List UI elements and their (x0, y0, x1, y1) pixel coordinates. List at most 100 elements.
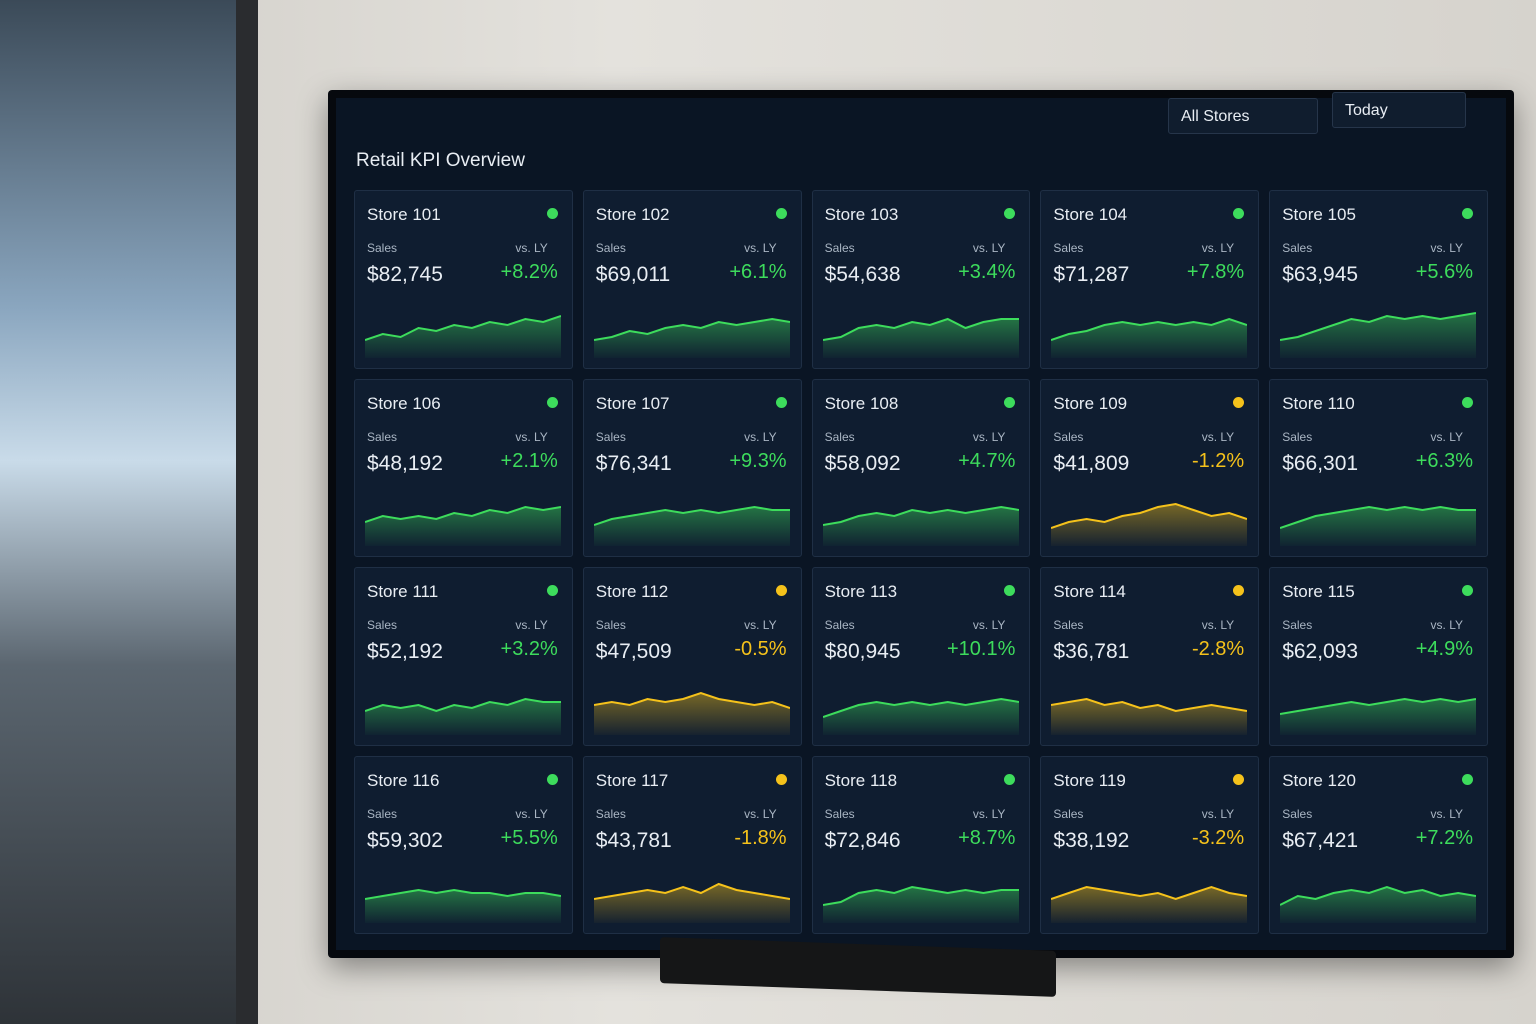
sparkline-line (822, 885, 1019, 906)
sparkline (1280, 311, 1477, 358)
change-value: +7.2% (1415, 826, 1473, 849)
store-card: Store 103 Sales vs. LY $54,638 +3.4% (811, 190, 1031, 369)
change-value: -3.2% (1191, 826, 1245, 849)
sales-value: $69,011 (595, 263, 671, 286)
sparkline-area (365, 315, 561, 358)
change-value: +2.1% (500, 449, 558, 472)
status-dot (1462, 585, 1473, 596)
sparkline-line (593, 505, 790, 526)
sales-value: $72,846 (824, 828, 901, 852)
sales-value: $41,809 (1053, 451, 1130, 475)
store-card: Store 104 Sales vs. LY $71,287 +7.8% (1040, 190, 1260, 369)
vs-label: vs. LY (515, 806, 548, 821)
status-dot (775, 396, 787, 408)
sparkline (1051, 697, 1248, 735)
store-card: Store 102 Sales vs. LY $69,011 +6.1% (582, 190, 802, 369)
sparkline (822, 505, 1019, 546)
store-name: Store 103 (824, 205, 899, 224)
sparkline-area (1280, 507, 1477, 546)
date-filter[interactable]: Today (1332, 92, 1466, 128)
store-card: Store 118 Sales vs. LY $72,846 +8.7% (811, 755, 1031, 934)
store-name: Store 102 (595, 205, 670, 224)
vs-label: vs. LY (744, 429, 777, 444)
vs-label: vs. LY (515, 618, 548, 632)
vs-label: vs. LY (1430, 618, 1463, 632)
change-value: -0.5% (734, 638, 787, 660)
glass-wall (0, 0, 240, 1024)
sales-label: Sales (1053, 241, 1084, 255)
store-name: Store 108 (824, 393, 899, 413)
status-dot (1004, 208, 1016, 219)
status-dot (546, 396, 558, 408)
vs-label: vs. LY (1201, 806, 1235, 821)
sparkline-area (365, 698, 561, 735)
sparkline-line (593, 691, 790, 709)
sales-label: Sales (1282, 429, 1313, 444)
sales-value: $48,192 (367, 451, 443, 475)
change-value: +5.5% (500, 826, 558, 849)
store-card: Store 108 Sales vs. LY $58,092 +4.7% (811, 378, 1031, 557)
store-name: Store 106 (367, 393, 441, 413)
store-card: Store 115 Sales vs. LY $62,093 +4.9% (1269, 567, 1488, 746)
store-card: Store 120 Sales vs. LY $67,421 +7.2% (1269, 755, 1488, 934)
sales-label: Sales (1282, 241, 1313, 255)
store-card: Store 109 Sales vs. LY $41,809 -1.2% (1040, 378, 1260, 557)
change-value: +7.8% (1186, 261, 1245, 283)
change-value: +6.3% (1415, 449, 1473, 472)
sparkline-line (1051, 885, 1248, 901)
store-card: Store 101 Sales vs. LY $82,745 +8.2% (354, 190, 573, 369)
sparkline-line (822, 697, 1019, 718)
sales-value: $82,745 (367, 263, 443, 286)
status-dot (1462, 208, 1473, 219)
sparkline (1280, 885, 1477, 923)
sales-value: $76,341 (595, 451, 672, 475)
sparkline-line (365, 314, 561, 341)
vs-label: vs. LY (972, 618, 1006, 632)
sparkline-line (1051, 697, 1248, 712)
status-dot (1462, 773, 1473, 785)
store-name: Store 117 (595, 770, 669, 790)
store-card: Store 117 Sales vs. LY $43,781 -1.8% (582, 755, 802, 934)
sparkline-area (822, 698, 1019, 735)
sparkline-area (822, 507, 1019, 546)
sales-value: $63,945 (1282, 263, 1359, 286)
status-dot (775, 773, 787, 785)
status-dot (1004, 396, 1016, 408)
store-filter[interactable]: All Stores (1168, 98, 1318, 134)
sparkline (365, 505, 561, 546)
sparkline-line (822, 505, 1019, 526)
vs-label: vs. LY (972, 241, 1006, 255)
sales-value: $54,638 (824, 263, 901, 286)
sparkline-area (593, 507, 790, 546)
sparkline-line (1051, 502, 1248, 529)
sparkline (1280, 697, 1477, 735)
sparkline (1280, 505, 1477, 546)
store-card: Store 114 Sales vs. LY $36,781 -2.8% (1040, 567, 1260, 746)
vs-label: vs. LY (744, 241, 777, 255)
status-dot (775, 208, 787, 219)
sparkline (593, 882, 790, 923)
sparkline-line (1280, 697, 1477, 715)
vs-label: vs. LY (515, 241, 548, 255)
store-name: Store 114 (1053, 582, 1126, 601)
sales-label: Sales (824, 618, 855, 632)
sparkline-line (365, 697, 561, 712)
sales-value: $36,781 (1053, 640, 1130, 663)
sparkline (593, 691, 790, 735)
sparkline-line (1280, 505, 1477, 529)
sales-label: Sales (1053, 806, 1084, 821)
sparkline (1051, 502, 1248, 546)
store-name: Store 104 (1053, 205, 1128, 224)
store-name: Store 118 (824, 770, 898, 790)
status-dot (775, 585, 787, 596)
status-dot (1233, 208, 1245, 219)
sales-value: $38,192 (1053, 828, 1130, 852)
sales-label: Sales (1053, 429, 1084, 444)
change-value: +3.4% (958, 261, 1016, 283)
status-dot (546, 773, 558, 785)
store-name: Store 101 (367, 205, 441, 224)
sparkline-area (593, 692, 790, 735)
sparkline-area (1051, 504, 1248, 546)
vs-label: vs. LY (1430, 806, 1463, 821)
